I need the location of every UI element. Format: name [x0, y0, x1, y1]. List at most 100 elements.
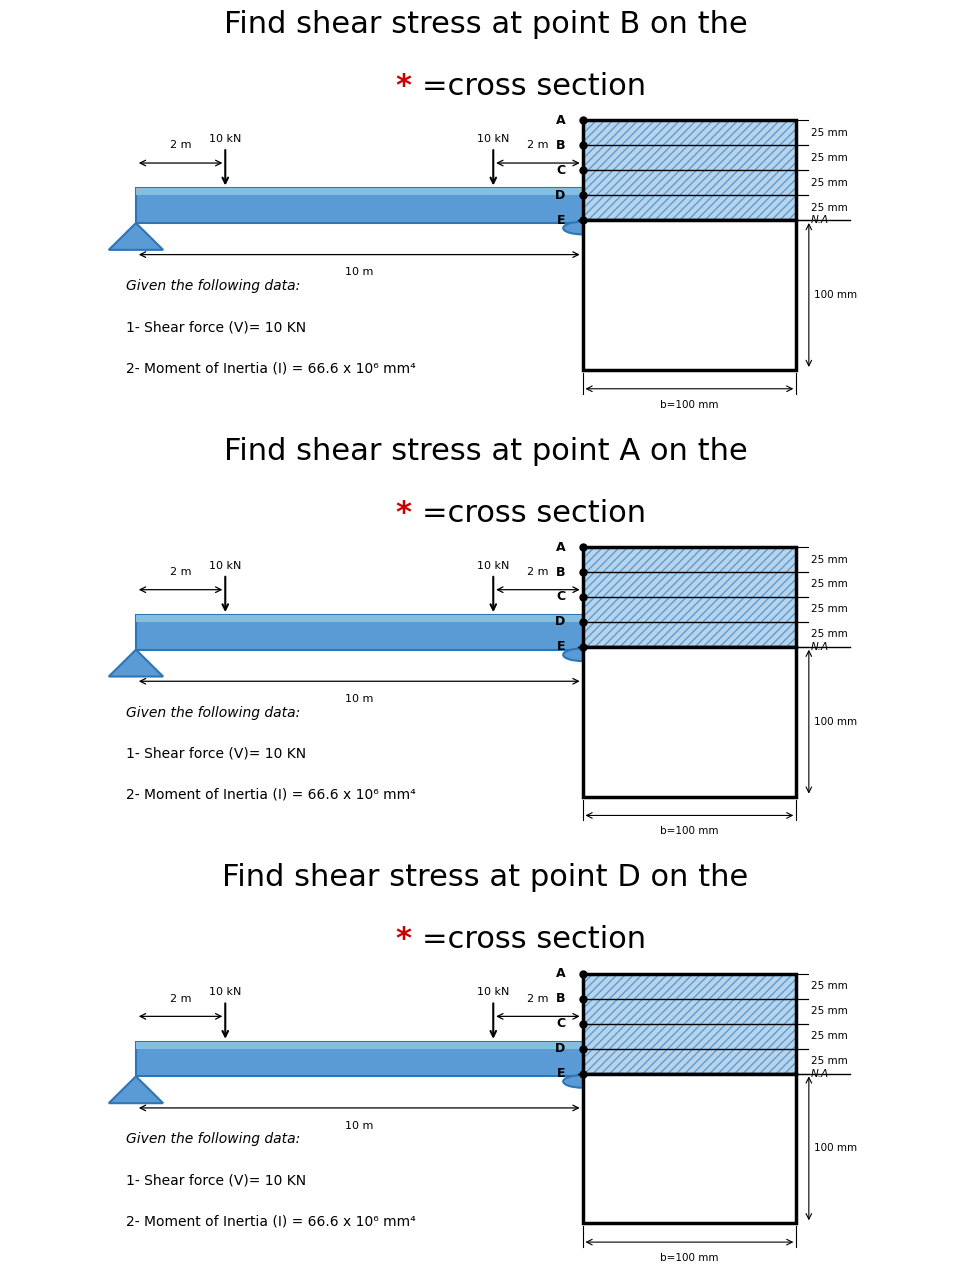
Text: b=100 mm: b=100 mm: [660, 399, 719, 410]
Text: Find shear stress at point D on the: Find shear stress at point D on the: [222, 863, 749, 892]
Bar: [136, 188, 583, 223]
Bar: [583, 547, 796, 646]
Bar: [583, 1048, 796, 1074]
Bar: [583, 120, 796, 220]
Text: 10 m: 10 m: [345, 694, 374, 704]
Text: 25 mm: 25 mm: [811, 554, 848, 564]
Bar: [583, 572, 796, 596]
Text: 25 mm: 25 mm: [811, 580, 848, 590]
Text: b=100 mm: b=100 mm: [660, 827, 719, 837]
Text: 10 kN: 10 kN: [477, 561, 510, 571]
Text: *: *: [395, 925, 411, 955]
Text: 2 m: 2 m: [527, 567, 549, 577]
Text: B: B: [555, 992, 565, 1005]
Bar: [136, 614, 583, 650]
Bar: [583, 547, 796, 572]
Text: 25 mm: 25 mm: [811, 604, 848, 614]
Bar: [583, 998, 796, 1024]
Text: D: D: [554, 188, 565, 202]
Bar: [583, 974, 796, 998]
Text: 2- Moment of Inertia (I) = 66.6 x 10⁶ mm⁴: 2- Moment of Inertia (I) = 66.6 x 10⁶ mm…: [126, 1215, 416, 1229]
Text: =cross section: =cross section: [422, 499, 646, 527]
Text: 2 m: 2 m: [170, 993, 191, 1004]
Circle shape: [563, 649, 602, 660]
Text: 10 kN: 10 kN: [209, 987, 242, 997]
Bar: [583, 1024, 796, 1048]
Bar: [583, 622, 796, 646]
Bar: [583, 1024, 796, 1048]
Text: 10 kN: 10 kN: [477, 987, 510, 997]
Bar: [583, 146, 796, 170]
Bar: [583, 547, 796, 572]
Bar: [583, 1074, 796, 1224]
Text: N.A: N.A: [811, 641, 829, 652]
Text: N.A: N.A: [811, 1069, 829, 1079]
Text: 100 mm: 100 mm: [814, 717, 856, 727]
Text: C: C: [556, 164, 565, 177]
Bar: [136, 614, 583, 622]
Text: 2 m: 2 m: [527, 141, 549, 151]
Circle shape: [563, 1075, 602, 1088]
Text: =cross section: =cross section: [422, 72, 646, 101]
Bar: [583, 120, 796, 146]
Text: 1- Shear force (V)= 10 KN: 1- Shear force (V)= 10 KN: [126, 320, 307, 334]
Bar: [583, 170, 796, 196]
Text: 25 mm: 25 mm: [811, 1032, 848, 1041]
Text: Given the following data:: Given the following data:: [126, 1133, 300, 1147]
Text: C: C: [556, 1018, 565, 1030]
Text: 10 kN: 10 kN: [209, 561, 242, 571]
Bar: [583, 120, 796, 146]
Text: E: E: [556, 640, 565, 653]
Text: 2 m: 2 m: [170, 567, 191, 577]
Bar: [583, 170, 796, 196]
Text: Find shear stress at point A on the: Find shear stress at point A on the: [223, 436, 748, 466]
Text: E: E: [556, 1068, 565, 1080]
Bar: [583, 596, 796, 622]
Text: 100 mm: 100 mm: [814, 291, 856, 300]
Text: A: A: [555, 540, 565, 553]
Bar: [583, 572, 796, 596]
Bar: [583, 220, 796, 370]
Bar: [583, 622, 796, 646]
Text: Given the following data:: Given the following data:: [126, 705, 300, 719]
Polygon shape: [109, 650, 163, 677]
Text: 10 kN: 10 kN: [209, 134, 242, 145]
Bar: [583, 1048, 796, 1074]
Text: C: C: [556, 590, 565, 603]
Text: B: B: [555, 138, 565, 152]
Text: N.A: N.A: [811, 215, 829, 225]
Bar: [136, 1042, 583, 1048]
Bar: [583, 646, 796, 796]
Text: *: *: [395, 499, 411, 527]
Bar: [583, 974, 796, 1074]
Text: 1- Shear force (V)= 10 KN: 1- Shear force (V)= 10 KN: [126, 1174, 307, 1188]
Text: Given the following data:: Given the following data:: [126, 279, 300, 293]
Text: 2- Moment of Inertia (I) = 66.6 x 10⁶ mm⁴: 2- Moment of Inertia (I) = 66.6 x 10⁶ mm…: [126, 361, 416, 375]
Bar: [583, 146, 796, 170]
Text: 2 m: 2 m: [527, 993, 549, 1004]
Text: 25 mm: 25 mm: [811, 1006, 848, 1016]
Text: D: D: [554, 616, 565, 628]
Bar: [136, 188, 583, 196]
Polygon shape: [109, 1076, 163, 1103]
Circle shape: [563, 221, 602, 234]
Text: 10 kN: 10 kN: [477, 134, 510, 145]
Text: 2- Moment of Inertia (I) = 66.6 x 10⁶ mm⁴: 2- Moment of Inertia (I) = 66.6 x 10⁶ mm…: [126, 788, 416, 803]
Text: 10 m: 10 m: [345, 268, 374, 278]
Text: 25 mm: 25 mm: [811, 202, 848, 212]
Bar: [583, 974, 796, 998]
Text: 100 mm: 100 mm: [814, 1143, 856, 1153]
Text: =cross section: =cross section: [422, 925, 646, 955]
Text: 1- Shear force (V)= 10 KN: 1- Shear force (V)= 10 KN: [126, 746, 307, 760]
Text: *: *: [395, 72, 411, 101]
Text: 25 mm: 25 mm: [811, 128, 848, 138]
Bar: [583, 196, 796, 220]
Text: A: A: [555, 968, 565, 980]
Bar: [583, 998, 796, 1024]
Text: 25 mm: 25 mm: [811, 152, 848, 163]
Text: D: D: [554, 1042, 565, 1055]
Text: 10 m: 10 m: [345, 1120, 374, 1130]
Text: 2 m: 2 m: [170, 141, 191, 151]
Text: 25 mm: 25 mm: [811, 1056, 848, 1066]
Text: E: E: [556, 214, 565, 227]
